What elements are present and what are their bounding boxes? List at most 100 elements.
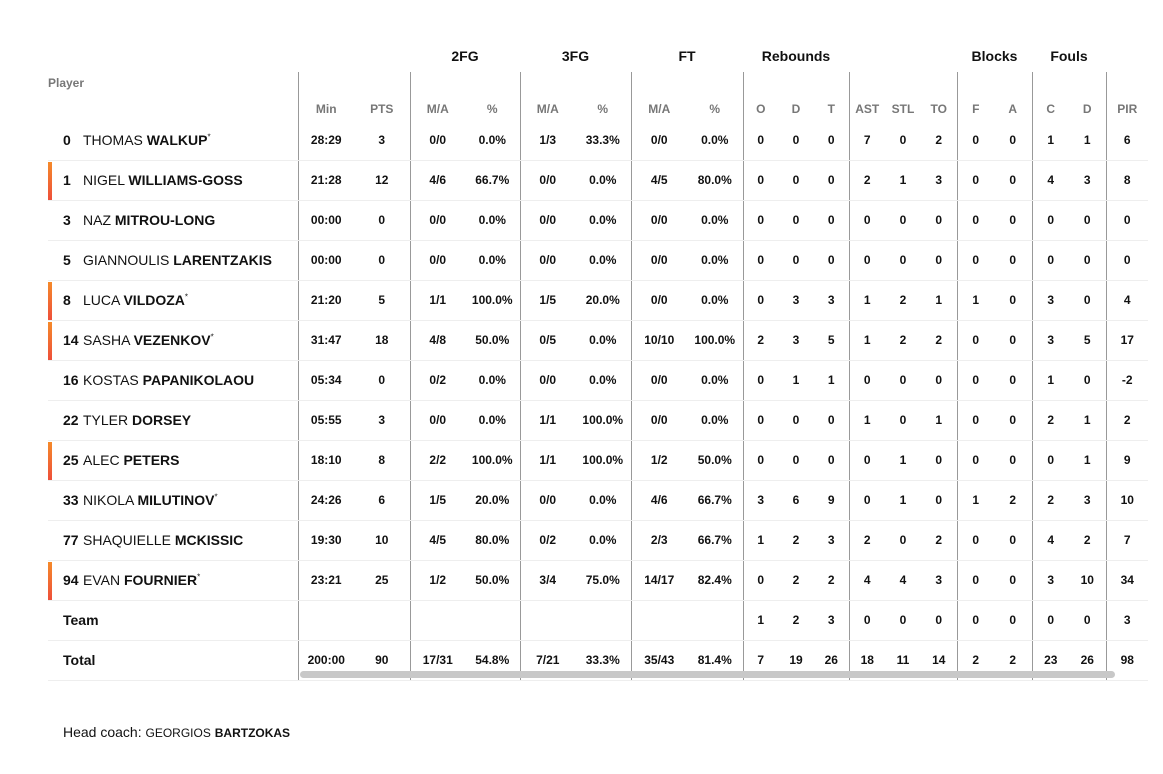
column-header: % [709,102,721,116]
player-name[interactable]: 1 NIGEL WILLIAMS-GOSS [48,160,298,201]
stat-cell: -2 [1105,360,1148,401]
stat-cell: 28:29 [297,120,354,161]
player-number: 14 [63,332,79,348]
group-header [1106,40,1148,72]
stat-cell: 17 [1105,320,1148,361]
player-first-name: SHAQUIELLE [83,532,171,548]
column-header: AST [848,72,885,120]
stat-cell: 5 [1069,320,1106,361]
stat-cell: 6 [1105,120,1148,161]
team-label: Team [48,600,298,641]
player-row: 22 TYLER DORSEY 05:55 3 0/0 0.0% 1/1 100.0% 0/0 0… [48,400,1148,441]
stat-cell: 0 [956,160,994,201]
player-name[interactable]: 25 ALEC PETERS [48,440,298,481]
stat-cell: 31:47 [297,320,354,361]
player-name[interactable]: 94 EVAN FOURNIER* [48,560,298,601]
player-row: 16 KOSTAS PAPANIKOLAOU 05:34 0 0/2 0.0% 0/0 0.0… [48,360,1148,401]
stat-cell: 0/2 [409,360,465,401]
column-header: T [827,102,835,116]
stat-cell: 0/0 [409,240,465,281]
stat-cell: 66.7% [687,480,743,521]
stat-cell: 3 [742,480,778,521]
stat-cell: 2 [778,600,814,641]
stat-cell: 0.0% [465,360,520,401]
stat-cell: 2 [742,320,778,361]
stat-cell: 100.0% [575,440,631,481]
stat-cell: 4 [848,560,885,601]
stat-cell: 2 [778,520,814,561]
stat-cell: 80.0% [465,520,520,561]
stat-cell: 0/0 [409,400,465,441]
stat-cell: 3 [1031,320,1069,361]
stat-cell: 1 [848,280,885,321]
stat-cell: 21:20 [297,280,354,321]
player-first-name: GIANNOULIS [83,252,170,268]
player-name[interactable]: 22 TYLER DORSEY [48,400,298,441]
stat-cell: 1 [921,280,957,321]
stat-cell: 0/0 [630,200,687,241]
stat-cell: 1 [1069,120,1106,161]
head-coach: Head coach: GEORGIOS BARTZOKAS [63,724,290,740]
player-row: 0 THOMAS WALKUP* 28:29 3 0/0 0.0% 1/3 33.3% 0/0 0… [48,120,1148,161]
stat-cell: 2 [848,160,885,201]
player-last-name: WALKUP [146,131,208,148]
stat-cell: 0 [994,280,1032,321]
stat-cell: 0 [885,600,921,641]
stat-cell: 10 [1069,560,1106,601]
stat-cell: 9 [814,480,849,521]
stat-cell: 0.0% [465,400,520,441]
stat-cell: 18 [354,320,410,361]
stat-cell: 0.0% [575,320,631,361]
player-name[interactable]: 5 GIANNOULIS LARENTZAKIS [48,240,298,281]
player-name[interactable]: 3 NAZ MITROU-LONG [48,200,298,241]
column-header: % [486,102,498,116]
stat-cell: 0 [994,240,1032,281]
highlight-bar [48,161,52,200]
stat-cell: 2/3 [630,520,687,561]
player-name[interactable]: 77 SHAQUIELLE MCKISSIC [48,520,298,561]
stat-cell: 0 [778,440,814,481]
stat-cell: 0 [814,160,849,201]
stat-cell: 0 [354,240,410,281]
player-last-name: PETERS [123,452,180,468]
stat-cell: 18:10 [297,440,354,481]
stat-cell: 0 [742,440,778,481]
player-name[interactable]: 16 KOSTAS PAPANIKOLAOU [48,360,298,401]
stat-cell: 0 [885,200,921,241]
player-name[interactable]: 14 SASHA VEZENKOV* [48,320,298,361]
stat-cell: 1 [921,400,957,441]
player-name[interactable]: 33 NIKOLA MILUTINOV* [48,480,298,521]
player-last-name: MCKISSIC [174,532,244,548]
player-number: 22 [63,412,79,428]
stat-cell: 0 [848,240,885,281]
player-last-name: PAPANIKOLAOU [142,372,255,388]
stat-cell: 1 [1031,360,1069,401]
stat-cell: 24:26 [297,480,354,521]
stat-cell: 19:30 [297,520,354,561]
stat-cell: 6 [354,480,410,521]
starter-mark: * [184,292,189,302]
stat-cell: 2 [885,320,921,361]
stat-cell: 0/0 [630,120,687,161]
stat-cell: 3 [814,600,849,641]
stat-cell: 0 [814,200,849,241]
player-name[interactable]: 8 LUCA VILDOZA* [48,280,298,321]
stat-cell: 0 [742,120,778,161]
column-header: PIR [1105,72,1148,120]
stat-cell: 0 [956,320,994,361]
stat-cell: 10/10 [630,320,687,361]
stat-cell: 0 [848,200,885,241]
horizontal-scrollbar[interactable] [300,671,1115,678]
stat-cell: 0 [956,560,994,601]
stat-cell: 0.0% [687,200,743,241]
stat-cell: 2 [921,320,957,361]
player-row: 14 SASHA VEZENKOV* 31:47 18 4/8 50.0% 0/5 0.0% 1… [48,320,1148,361]
stat-cell: 2 [848,520,885,561]
player-row: 3 NAZ MITROU-LONG 00:00 0 0/0 0.0% 0/0 0.0% 0/0 0… [48,200,1148,241]
group-header [849,40,957,72]
player-name[interactable]: 0 THOMAS WALKUP* [48,120,298,161]
group-header: Fouls [1050,48,1088,64]
stat-cell: 100.0% [465,440,520,481]
stat-cell: 3 [921,160,957,201]
player-last-name: WILLIAMS-GOSS [128,172,243,188]
